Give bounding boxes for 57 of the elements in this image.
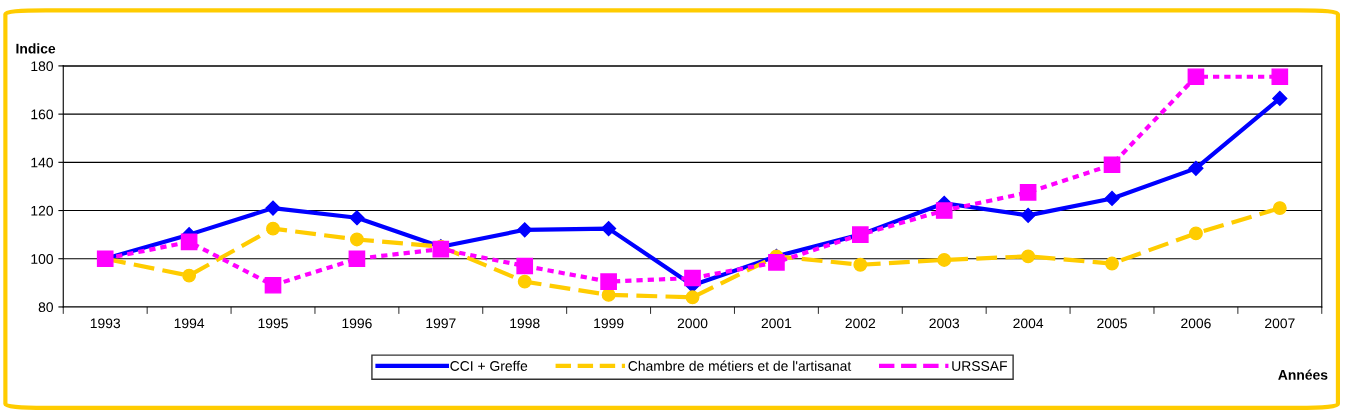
point — [1020, 207, 1036, 223]
point — [1019, 184, 1037, 201]
point — [517, 222, 533, 238]
x-tick-label: 1996 — [342, 318, 372, 329]
x-tick-label: 1995 — [258, 318, 288, 329]
point — [684, 269, 701, 287]
legend-label: CCI + Greffe — [450, 360, 528, 371]
point — [1187, 68, 1205, 86]
point — [1103, 156, 1121, 174]
x-tick-label: 2007 — [1265, 318, 1295, 329]
point — [266, 221, 280, 236]
y-tick-label: 80 — [38, 302, 53, 313]
point — [1188, 226, 1203, 241]
point — [685, 290, 700, 305]
x-tick-label: 2000 — [677, 318, 708, 329]
x-tick-label: 2003 — [929, 318, 960, 329]
point — [853, 257, 868, 272]
x-tick-label: 2002 — [845, 318, 876, 329]
point — [517, 274, 532, 289]
x-tick-label: 2004 — [1013, 318, 1044, 329]
x-tick-label: 1997 — [426, 318, 456, 329]
y-tick-label: 140 — [31, 157, 53, 168]
point — [349, 210, 365, 226]
x-tick-label: 2005 — [1097, 318, 1127, 329]
x-tick-label: 1998 — [510, 318, 540, 329]
legend-label: Chambre de métiers et de l'artisanat — [628, 360, 852, 371]
point — [180, 233, 198, 251]
y-tick-label: 100 — [31, 254, 53, 264]
point — [1271, 68, 1289, 86]
point — [600, 273, 617, 290]
point — [1272, 201, 1287, 216]
y-axis-title: Indice — [16, 43, 56, 54]
point — [264, 276, 282, 294]
point — [348, 250, 366, 268]
x-tick-label: 2006 — [1181, 318, 1211, 329]
point — [516, 257, 534, 275]
point — [1104, 190, 1120, 207]
point — [768, 254, 785, 271]
point — [1021, 249, 1036, 264]
point — [935, 202, 953, 219]
point — [1105, 256, 1119, 271]
y-tick-label: 160 — [31, 109, 53, 120]
x-tick-label: 1999 — [594, 318, 624, 329]
point — [1272, 90, 1288, 107]
point — [349, 232, 364, 247]
x-axis-title: Années — [1278, 369, 1328, 380]
x-tick-label: 1994 — [174, 318, 205, 329]
point — [182, 268, 197, 283]
x-tick-label: 2001 — [761, 318, 792, 329]
point — [265, 200, 281, 216]
point — [937, 252, 952, 267]
x-tick-label: 1993 — [90, 318, 121, 329]
legend-label: URSSAF — [952, 361, 1007, 371]
point — [1188, 160, 1204, 176]
point — [601, 221, 617, 237]
y-tick-label: 120 — [31, 205, 53, 216]
y-tick-label: 180 — [31, 61, 53, 72]
